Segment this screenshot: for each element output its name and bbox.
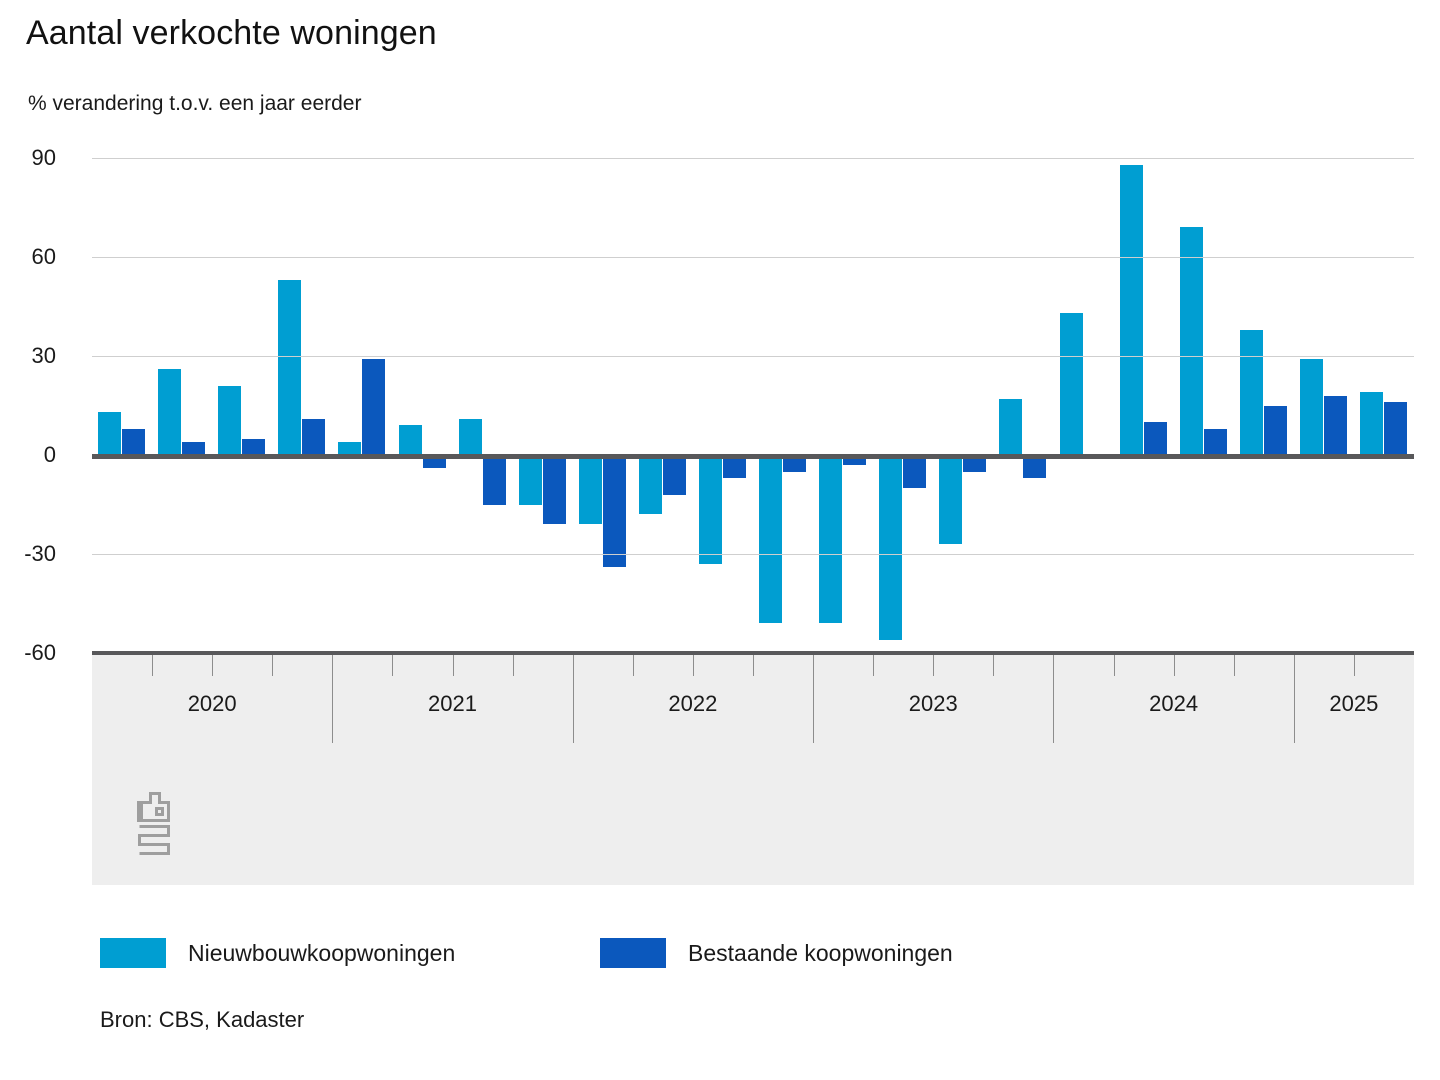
- x-axis-year-divider: [813, 655, 815, 743]
- legend-label-exist: Bestaande koopwoningen: [688, 939, 953, 966]
- x-axis-quarter-tick: [873, 655, 875, 676]
- bar[interactable]: [903, 455, 927, 488]
- bar[interactable]: [542, 455, 566, 525]
- gridline: [92, 158, 1414, 159]
- legend-item-new[interactable]: Nieuwbouwkoopwoningen: [100, 938, 455, 968]
- x-axis-quarter-tick: [392, 655, 394, 676]
- x-axis-year-label: 2020: [187, 691, 237, 716]
- x-axis-quarter-tick: [512, 655, 514, 676]
- x-axis-quarter-tick: [753, 655, 754, 676]
- y-axis-tick-label: 0: [43, 442, 56, 467]
- bar[interactable]: [963, 455, 987, 472]
- gridline: [92, 554, 1414, 555]
- bar[interactable]: [602, 455, 626, 568]
- gridline: [92, 356, 1414, 357]
- x-axis-quarter-tick: [993, 655, 995, 676]
- bar[interactable]: [458, 418, 482, 455]
- bar[interactable]: [518, 455, 542, 505]
- bar[interactable]: [1059, 313, 1083, 455]
- legend-swatch-new: [100, 938, 166, 968]
- y-axis-tick-label: 30: [31, 343, 56, 368]
- bar[interactable]: [939, 455, 963, 545]
- x-axis-year-label: 2023: [908, 691, 958, 716]
- bar[interactable]: [1179, 227, 1203, 455]
- x-axis-quarter-tick: [692, 655, 694, 676]
- bar[interactable]: [278, 280, 302, 455]
- bar[interactable]: [1239, 329, 1263, 455]
- legend-swatch-exist: [600, 938, 666, 968]
- y-axis-tick-label: -30: [24, 541, 56, 566]
- x-axis-year-divider: [572, 655, 574, 743]
- bar[interactable]: [182, 441, 206, 455]
- bar[interactable]: [158, 369, 182, 455]
- bar[interactable]: [218, 385, 242, 455]
- y-axis-tick-label: -60: [24, 640, 56, 665]
- x-axis-quarter-tick: [933, 655, 935, 676]
- bar[interactable]: [398, 425, 422, 455]
- x-axis-year-divider: [332, 655, 334, 743]
- gridline: [92, 257, 1414, 258]
- bar[interactable]: [638, 455, 662, 515]
- page-title: Aantal verkochte woningen: [26, 14, 437, 52]
- bar[interactable]: [1299, 359, 1323, 455]
- bar[interactable]: [759, 455, 783, 624]
- x-axis-line: [92, 651, 1414, 655]
- zero-axis-line: [92, 454, 1414, 459]
- plot-area: 90 60 30 0 -30 -60: [24, 145, 1414, 665]
- x-axis-year-label: 2021: [428, 691, 478, 716]
- bar[interactable]: [1383, 402, 1407, 455]
- bar[interactable]: [338, 441, 362, 455]
- legend-item-exist[interactable]: Bestaande koopwoningen: [600, 938, 953, 968]
- y-axis-tick-label: 60: [31, 244, 56, 269]
- bar[interactable]: [1119, 164, 1143, 455]
- bar[interactable]: [1143, 422, 1167, 455]
- x-axis-quarter-tick: [152, 655, 154, 676]
- x-axis-year-label: 2024: [1149, 691, 1199, 716]
- bar[interactable]: [578, 455, 602, 525]
- bar[interactable]: [482, 455, 506, 505]
- source-note: Bron: CBS, Kadaster: [100, 1007, 305, 1032]
- chart-subtitle: % verandering t.o.v. een jaar eerder: [28, 92, 362, 115]
- bar[interactable]: [722, 455, 746, 479]
- bar[interactable]: [999, 398, 1023, 455]
- x-axis-quarter-tick: [1233, 655, 1235, 676]
- x-axis-year-label: 2022: [668, 691, 718, 716]
- y-axis-tick-label: 90: [31, 145, 56, 170]
- x-axis-year-divider: [1293, 655, 1295, 743]
- bar[interactable]: [302, 418, 326, 455]
- x-axis-quarter-tick: [1113, 655, 1115, 676]
- bar[interactable]: [1023, 455, 1047, 479]
- bar[interactable]: [122, 428, 146, 455]
- bar[interactable]: [879, 455, 903, 640]
- x-axis-quarter-tick: [272, 655, 274, 676]
- bar[interactable]: [1359, 392, 1383, 455]
- bar[interactable]: [242, 438, 266, 455]
- cbs-logo-icon: [137, 792, 170, 855]
- x-axis-year-label: 2025: [1329, 691, 1379, 716]
- x-axis-quarter-tick: [1173, 655, 1175, 676]
- bar[interactable]: [98, 412, 122, 455]
- x-axis-quarter-tick: [1353, 655, 1355, 676]
- legend-label-new: Nieuwbouwkoopwoningen: [188, 939, 456, 966]
- x-axis-quarter-tick: [452, 655, 454, 676]
- x-axis-quarter-tick: [212, 655, 214, 676]
- bar[interactable]: [1323, 395, 1347, 455]
- bar[interactable]: [819, 455, 843, 624]
- bar[interactable]: [843, 455, 867, 465]
- bar[interactable]: [1203, 428, 1227, 455]
- bar[interactable]: [662, 455, 686, 495]
- bars-layer: [92, 158, 1414, 653]
- bar[interactable]: [1263, 405, 1287, 455]
- bar[interactable]: [698, 455, 722, 564]
- bar[interactable]: [783, 455, 807, 472]
- x-axis-year-divider: [1053, 655, 1055, 743]
- bar[interactable]: [362, 359, 386, 455]
- x-axis-band: 2020 2021 2022 2023 2024 2025: [92, 651, 1414, 885]
- x-axis-quarter-tick: [632, 655, 634, 676]
